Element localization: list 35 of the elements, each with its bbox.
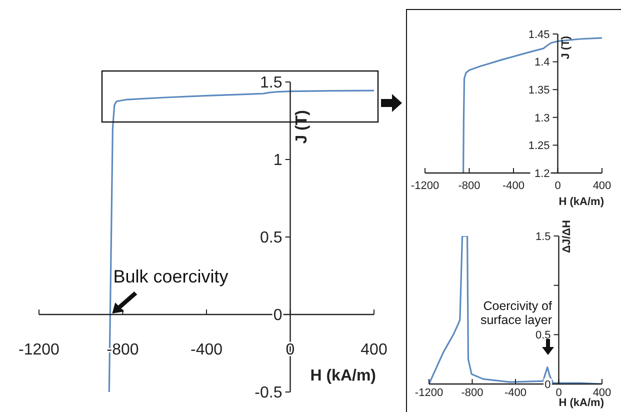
x-tick-label: -400: [502, 180, 525, 192]
x-tick-label: 400: [592, 180, 612, 192]
x-tick-label: -1200: [18, 342, 60, 358]
y-tick-label: 1.3: [534, 112, 550, 124]
y-tick-label: 0: [544, 378, 551, 391]
annotation: Coercivity of surface layer: [480, 299, 553, 327]
y-axis-title: ΔJ/ΔH: [560, 220, 573, 253]
y-tick-label: 1.5: [535, 230, 551, 243]
x-axis-title: H (kA/m): [558, 397, 604, 409]
x-tick-label: -400: [190, 342, 223, 358]
x-tick-label: 0: [556, 387, 562, 399]
y-tick-label: 1.25: [528, 140, 550, 152]
y-tick-label: -0.5: [254, 384, 282, 402]
y-tick-label: 1.4: [534, 56, 550, 69]
y-tick-label: 1: [273, 152, 282, 170]
x-tick-label: -800: [461, 387, 484, 399]
x-tick-label: 0: [554, 180, 561, 192]
y-tick-label: 1.5: [260, 74, 282, 92]
y-tick-label: 0.5: [535, 330, 551, 342]
x-tick-label: -1200: [414, 387, 444, 399]
y-tick-label: 0: [273, 307, 282, 324]
y-tick-label: 1.2: [534, 168, 550, 180]
x-tick-label: -1200: [410, 180, 440, 192]
y-tick-label: 1.45: [528, 28, 550, 41]
y-tick-label: 0.5: [260, 230, 282, 247]
x-axis-title: H (kA/m): [558, 196, 604, 208]
y-axis-title: J (T): [293, 110, 310, 144]
x-tick-label: 400: [592, 387, 612, 399]
y-axis-title: J (T): [560, 36, 572, 60]
x-tick-label: -800: [458, 180, 480, 192]
x-tick-label: -400: [504, 387, 527, 399]
y-tick-label: 1.35: [528, 84, 550, 96]
x-axis-title: H (kA/m): [310, 368, 376, 384]
x-tick-label: 400: [360, 342, 388, 358]
annotation: Bulk coercivity: [113, 266, 228, 286]
